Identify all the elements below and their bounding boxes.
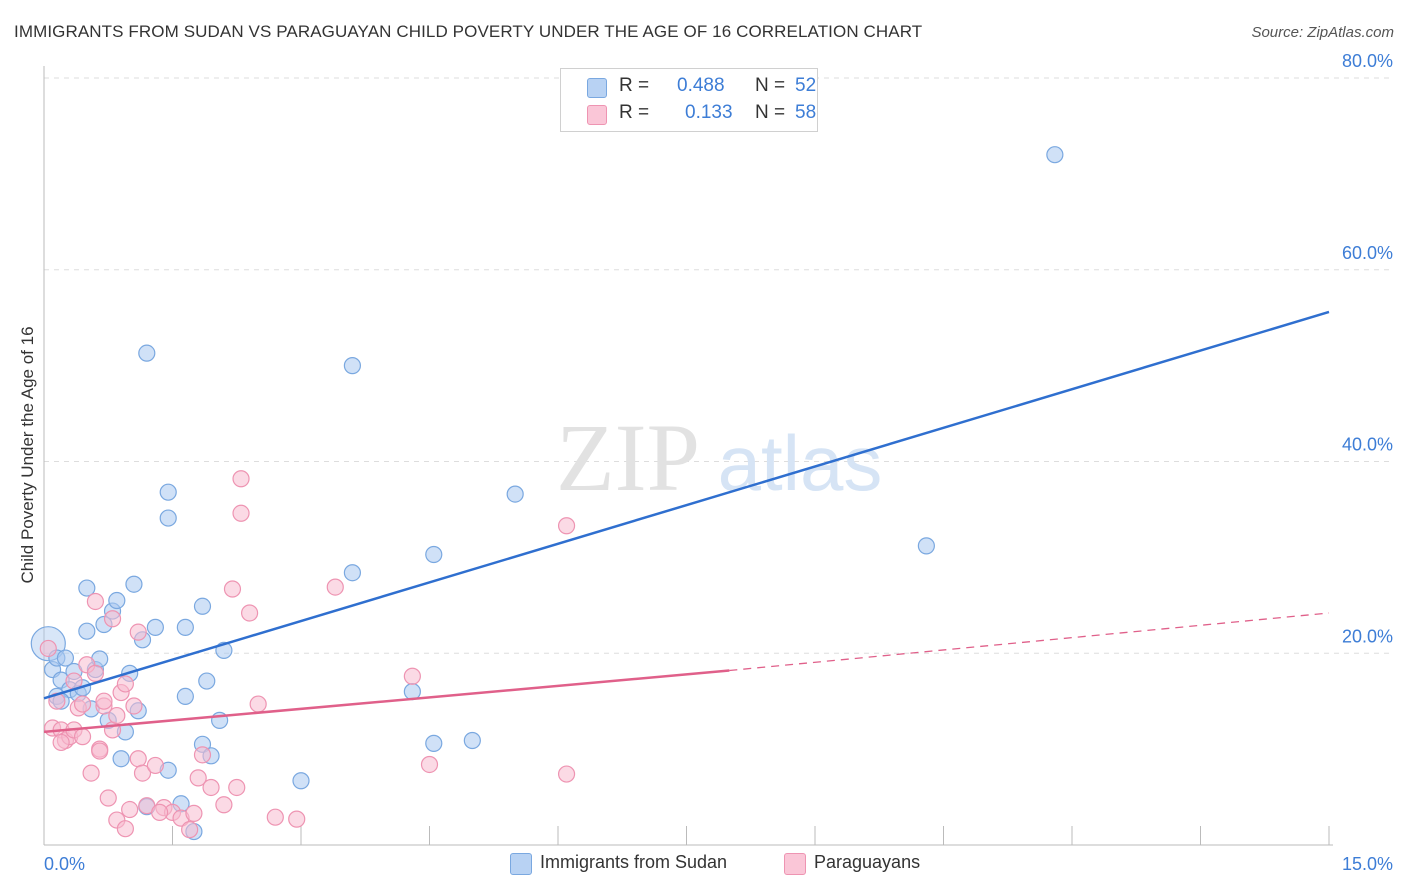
point-paraguay bbox=[73, 728, 92, 746]
point-sudan bbox=[159, 483, 177, 501]
point-paraguay bbox=[116, 820, 134, 838]
point-paraguay bbox=[125, 697, 143, 715]
legend-swatch-sudan bbox=[587, 78, 607, 98]
legend-r-label: R = bbox=[619, 75, 650, 96]
point-paraguay bbox=[202, 778, 220, 797]
point-sudan bbox=[78, 622, 96, 640]
point-sudan bbox=[343, 357, 361, 375]
x-tick-label-min: 0.0% bbox=[44, 854, 85, 874]
point-paraguay bbox=[232, 470, 250, 488]
trend-line-paraguay-extension bbox=[729, 612, 1330, 672]
point-paraguay bbox=[288, 810, 306, 828]
point-paraguay bbox=[557, 765, 576, 783]
point-paraguay bbox=[103, 610, 122, 628]
legend-swatch-paraguay bbox=[784, 853, 806, 875]
point-paraguay bbox=[181, 821, 199, 839]
y-tick-label: 20.0% bbox=[1342, 626, 1393, 646]
y-tick-label: 40.0% bbox=[1342, 435, 1393, 455]
point-sudan bbox=[108, 591, 126, 610]
point-paraguay bbox=[223, 580, 242, 598]
point-sudan bbox=[506, 485, 524, 503]
point-paraguay bbox=[228, 778, 246, 797]
point-sudan bbox=[78, 579, 96, 597]
point-paraguay bbox=[129, 750, 147, 768]
point-sudan bbox=[138, 344, 156, 362]
point-paraguay bbox=[241, 604, 259, 622]
point-sudan bbox=[425, 734, 443, 752]
point-paraguay bbox=[232, 504, 250, 522]
point-sudan bbox=[176, 618, 194, 636]
point-paraguay bbox=[185, 804, 203, 822]
x-tick-label-max: 15.0% bbox=[1342, 854, 1393, 874]
gridlines bbox=[44, 77, 1392, 654]
point-paraguay bbox=[95, 692, 113, 710]
chart-title: IMMIGRANTS FROM SUDAN VS PARAGUAYAN CHIL… bbox=[14, 22, 923, 41]
point-paraguay bbox=[129, 623, 147, 641]
point-sudan bbox=[425, 545, 443, 564]
point-paraguay bbox=[91, 742, 109, 760]
tick-labels: 20.0% 40.0% 60.0% 80.0% 0.0% 15.0% bbox=[44, 51, 1393, 874]
trend-lines bbox=[43, 310, 1330, 734]
point-sudan bbox=[463, 731, 481, 750]
point-paraguay bbox=[52, 733, 70, 752]
axes bbox=[43, 66, 1333, 846]
point-sudan bbox=[176, 687, 194, 705]
legend-r-value-sudan: 0.488 bbox=[677, 75, 725, 96]
point-paraguay bbox=[82, 764, 100, 782]
correlation-legend: R = 0.488 N = 52 R = 0.133 N = 58 bbox=[560, 68, 818, 132]
point-sudan bbox=[917, 537, 935, 555]
legend-n-label: N = bbox=[755, 75, 786, 96]
point-sudan bbox=[1046, 146, 1064, 164]
point-paraguay bbox=[116, 675, 134, 693]
point-paraguay bbox=[266, 808, 284, 826]
point-paraguay bbox=[86, 592, 105, 611]
point-paraguay bbox=[108, 706, 126, 725]
point-paraguay bbox=[39, 639, 57, 658]
point-paraguay bbox=[73, 695, 92, 713]
legend-label-paraguay: Paraguayans bbox=[814, 852, 921, 872]
watermark-atlas: atlas bbox=[718, 419, 883, 507]
point-paraguay bbox=[189, 769, 207, 787]
trend-line-paraguay bbox=[43, 669, 730, 734]
y-tick-label: 80.0% bbox=[1342, 51, 1393, 71]
point-paraguay bbox=[86, 664, 105, 682]
source-label: Source: ZipAtlas.com bbox=[1251, 24, 1394, 41]
point-paraguay bbox=[121, 800, 139, 819]
point-sudan bbox=[146, 618, 164, 636]
point-paraguay bbox=[99, 789, 117, 807]
point-sudan bbox=[343, 564, 361, 582]
point-sudan bbox=[112, 750, 130, 768]
legend-n-value-sudan: 52 bbox=[795, 75, 817, 96]
legend-n-label: N = bbox=[755, 102, 786, 123]
point-paraguay bbox=[557, 517, 576, 535]
point-paraguay bbox=[133, 764, 152, 782]
point-paraguay bbox=[420, 755, 439, 774]
watermark: ZIP atlas bbox=[556, 404, 882, 511]
legend-swatch-paraguay bbox=[587, 105, 607, 125]
point-paraguay bbox=[403, 667, 421, 685]
point-paraguay bbox=[146, 756, 164, 775]
point-sudan bbox=[193, 597, 212, 615]
legend-r-label: R = bbox=[619, 102, 650, 123]
point-sudan bbox=[292, 772, 310, 790]
watermark-zip: ZIP bbox=[556, 404, 700, 511]
point-paraguay bbox=[151, 803, 169, 822]
trend-line-sudan bbox=[43, 310, 1330, 700]
point-sudan bbox=[125, 575, 143, 593]
point-sudan bbox=[56, 649, 75, 667]
y-tick-label: 60.0% bbox=[1342, 243, 1393, 263]
legend-n-value-paraguay: 58 bbox=[795, 102, 817, 123]
legend-r-value-paraguay: 0.133 bbox=[685, 102, 733, 123]
legend-swatch-sudan bbox=[510, 853, 532, 875]
point-paraguay bbox=[249, 695, 267, 713]
point-paraguay bbox=[193, 746, 212, 764]
legend-label-sudan: Immigrants from Sudan bbox=[540, 852, 728, 872]
point-sudan bbox=[198, 672, 216, 690]
data-points bbox=[30, 146, 1064, 841]
point-paraguay bbox=[326, 578, 344, 596]
point-sudan bbox=[159, 509, 177, 527]
point-paraguay bbox=[215, 796, 233, 814]
